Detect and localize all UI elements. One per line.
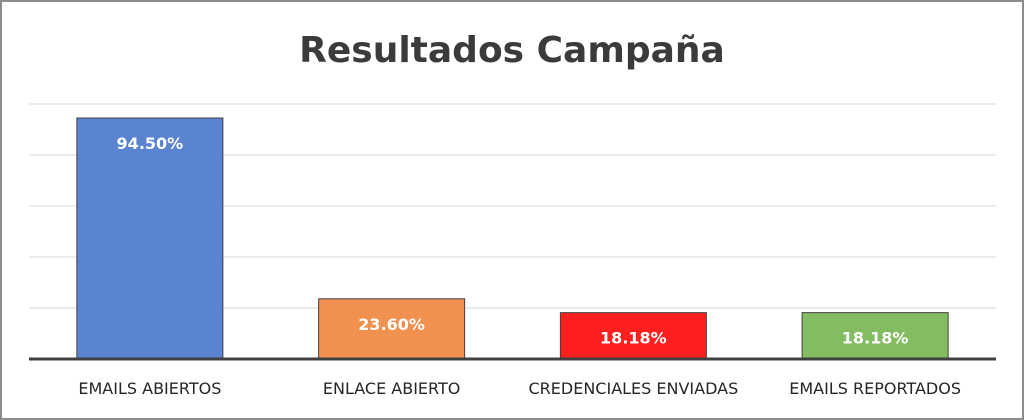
bar: [76, 117, 224, 360]
category-axis-labels: EMAILS ABIERTOS ENLACE ABIERTO CREDENCIALE…: [78, 379, 961, 398]
bar-data-label: 23.60%: [358, 315, 425, 334]
category-label: EMAILS ABIERTOS: [78, 379, 221, 398]
category-label: CREDENCIALES ENVIADAS: [529, 379, 739, 398]
bars: [76, 117, 949, 360]
bar-data-label: 18.18%: [842, 329, 909, 348]
bar: [801, 312, 949, 360]
bar-data-label: 18.18%: [600, 329, 667, 348]
category-label: EMAILS REPORTADOS: [789, 379, 961, 398]
chart-title: Resultados Campaña: [299, 30, 725, 71]
data-labels: 94.50% 23.60% 18.18% 18.18%: [117, 134, 909, 348]
bar: [559, 312, 707, 360]
bar-data-label: 94.50%: [117, 134, 184, 153]
category-label: ENLACE ABIERTO: [323, 379, 460, 398]
